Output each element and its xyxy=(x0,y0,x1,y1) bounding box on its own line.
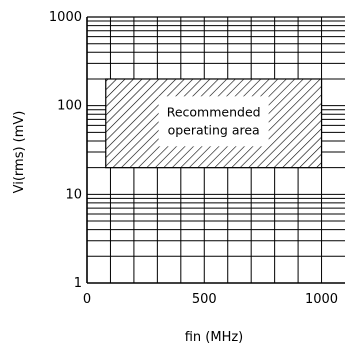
region-label-line: Recommended xyxy=(167,104,261,119)
x-tick-label: 1000 xyxy=(305,292,338,307)
y-tick-label: 1 xyxy=(74,276,82,291)
operating-region: Recommended operating area xyxy=(105,78,323,169)
y-tick-label: 1000 xyxy=(49,10,82,25)
x-axis-label: fin (MHz) xyxy=(185,330,244,345)
y-tick-label: 100 xyxy=(57,99,82,114)
region-label-line: operating area xyxy=(168,122,260,137)
plot-frame xyxy=(86,16,345,284)
region-label-background xyxy=(158,96,269,147)
x-tick-label: 0 xyxy=(83,292,91,307)
tick-labels: 0 500 1000 1 10 100 1000 xyxy=(49,10,338,307)
y-axis-label: Vi(rms) (mV) xyxy=(12,111,27,194)
x-tick-label: 500 xyxy=(192,292,217,307)
y-tick-label: 10 xyxy=(65,187,82,202)
